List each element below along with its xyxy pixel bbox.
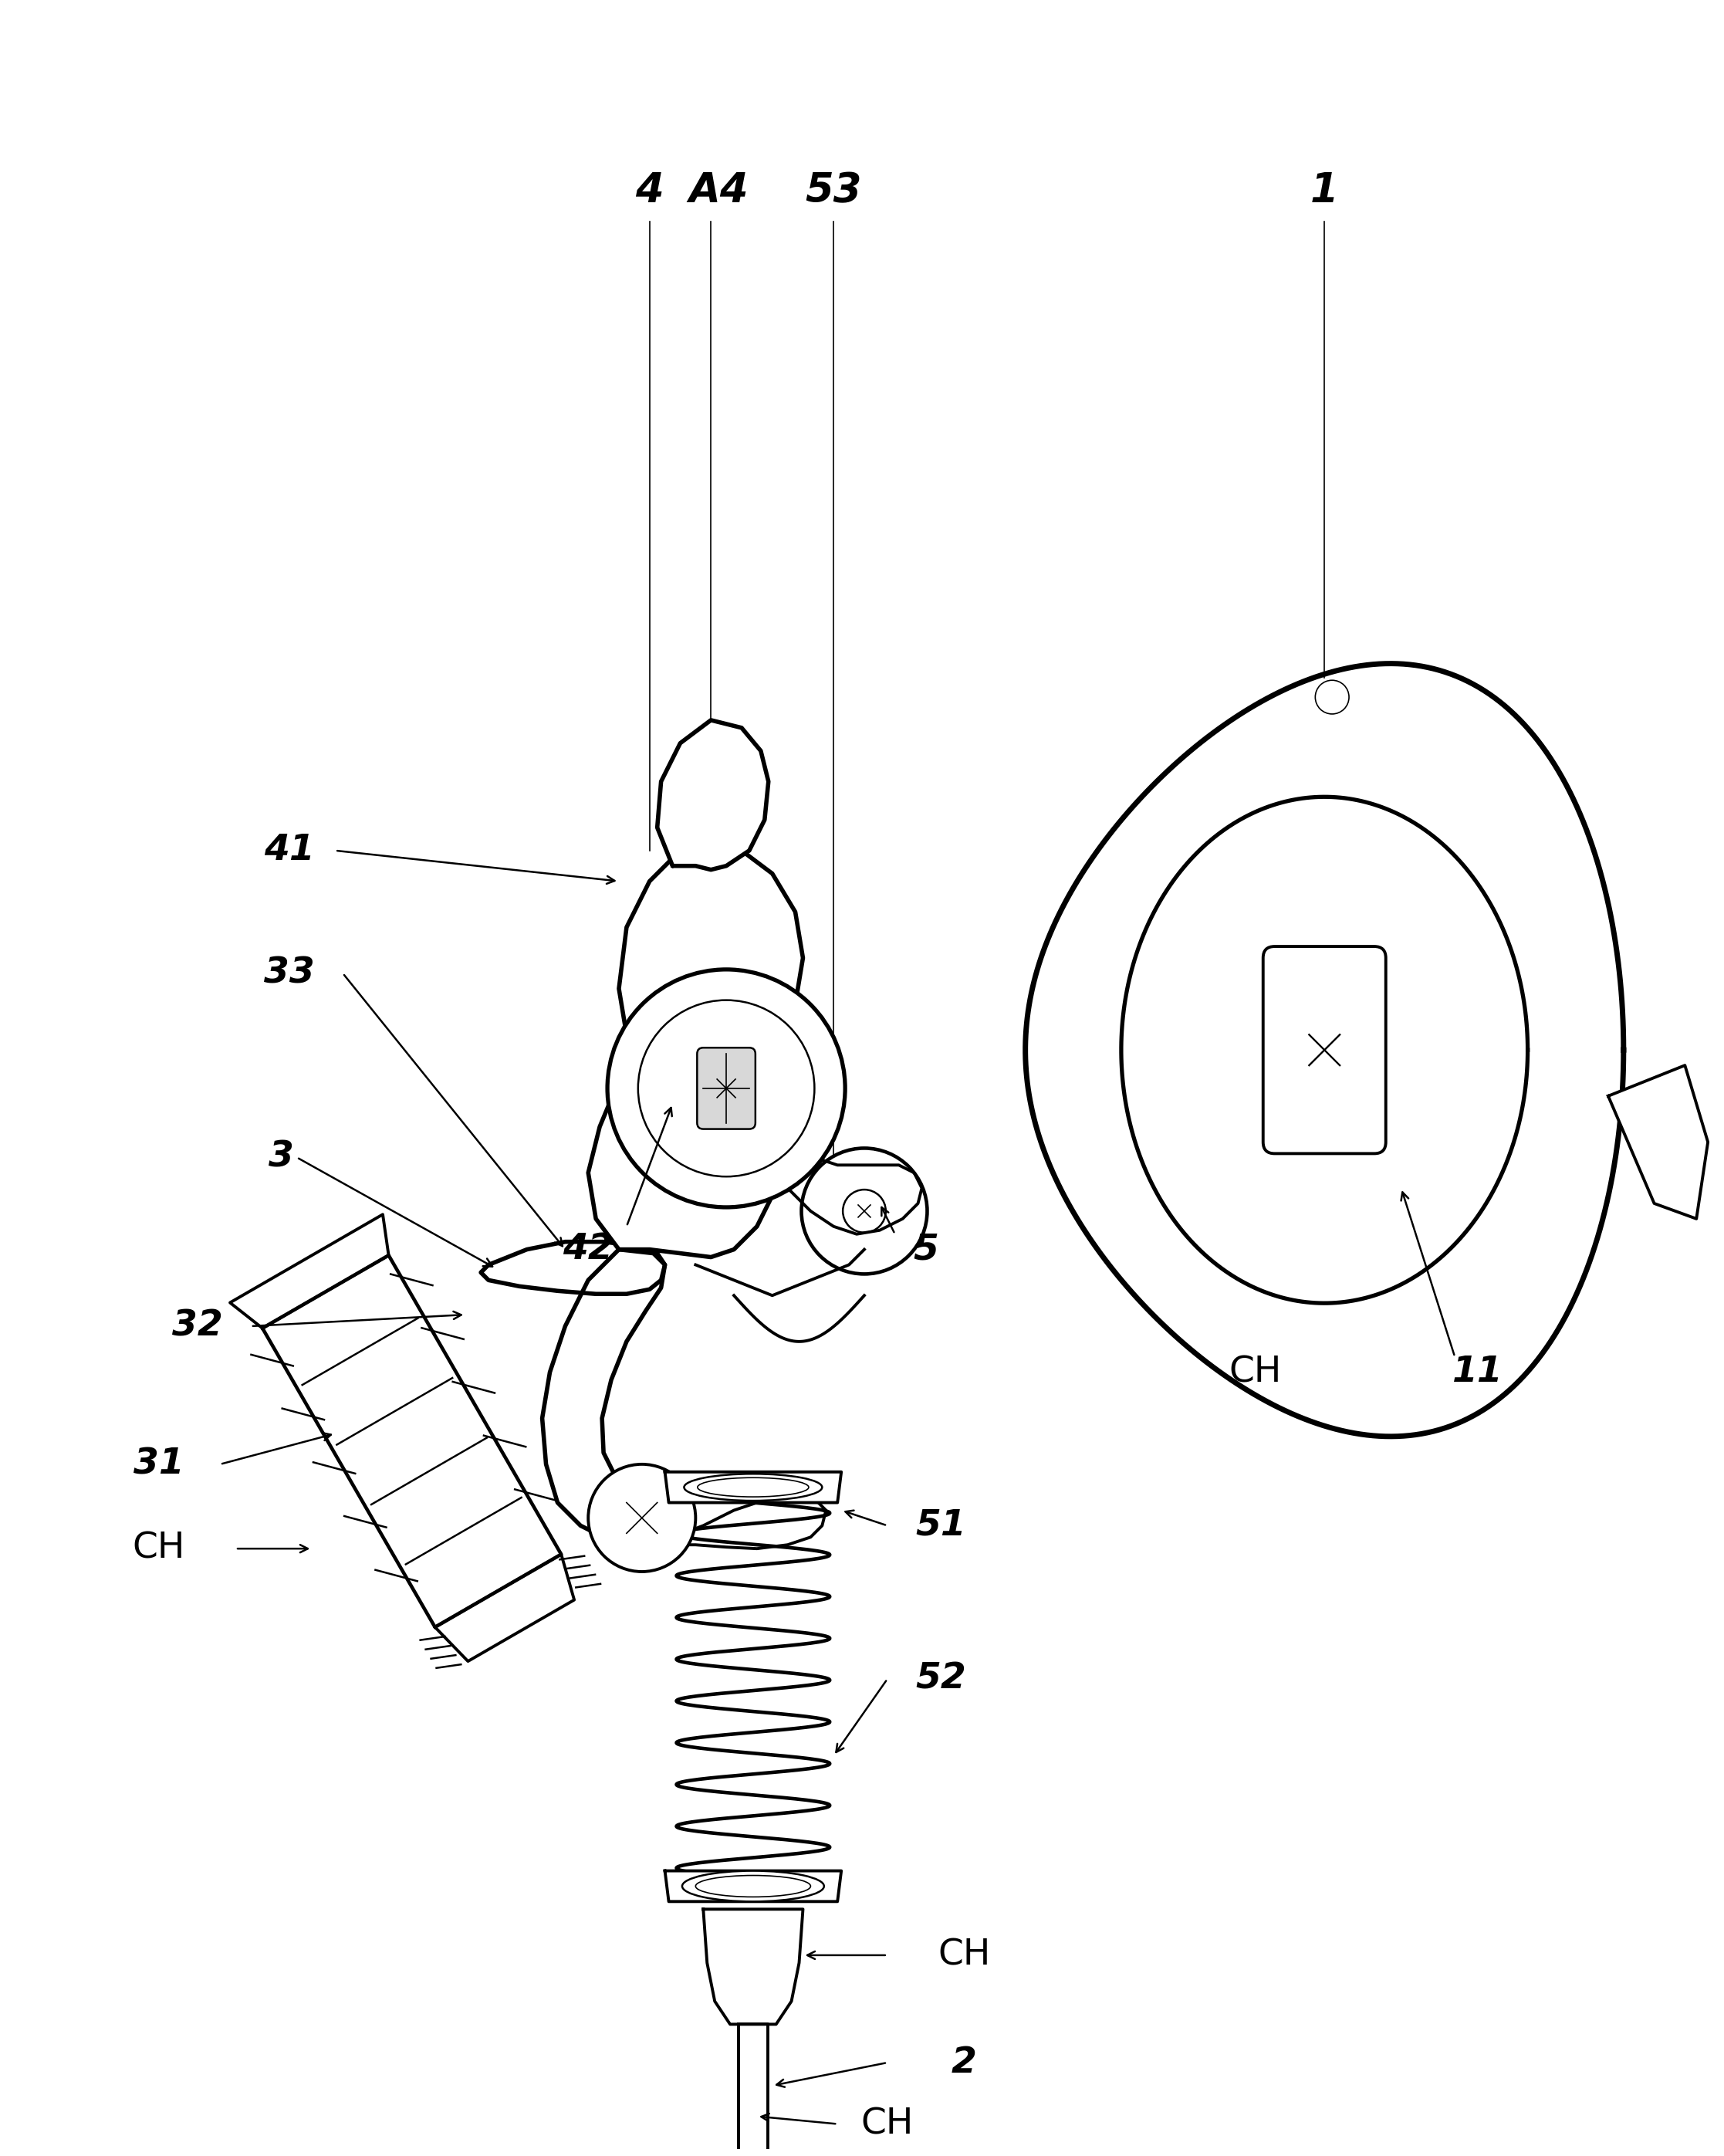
Circle shape (588, 1464, 695, 1572)
Polygon shape (229, 1214, 388, 1328)
Text: 3: 3 (269, 1141, 295, 1175)
Text: CH: CH (860, 2106, 914, 2141)
Text: A4: A4 (688, 170, 748, 211)
Polygon shape (588, 843, 803, 1257)
Polygon shape (612, 1498, 826, 1548)
Text: 2: 2 (952, 2046, 978, 2081)
Text: 4: 4 (636, 170, 664, 211)
Polygon shape (665, 1473, 841, 1503)
Circle shape (607, 970, 845, 1207)
Polygon shape (738, 2024, 767, 2156)
Polygon shape (434, 1554, 574, 1662)
Text: 52: 52 (915, 1662, 967, 1697)
Polygon shape (262, 1255, 562, 1628)
Text: 32: 32 (172, 1309, 222, 1343)
Text: CH: CH (1229, 1354, 1283, 1391)
Circle shape (802, 1149, 928, 1274)
Polygon shape (481, 1242, 665, 1294)
Polygon shape (541, 1250, 676, 1546)
Text: 53: 53 (805, 170, 862, 211)
Polygon shape (1121, 798, 1527, 1302)
Polygon shape (665, 1871, 841, 1902)
Polygon shape (772, 1141, 922, 1233)
Ellipse shape (683, 1871, 824, 1902)
Polygon shape (1608, 1065, 1708, 1218)
Ellipse shape (684, 1475, 822, 1501)
FancyBboxPatch shape (696, 1048, 755, 1130)
Text: CH: CH (938, 1938, 990, 1973)
Text: 33: 33 (264, 955, 314, 990)
Text: 51: 51 (915, 1509, 967, 1544)
FancyBboxPatch shape (1264, 946, 1386, 1153)
Text: 41: 41 (264, 832, 314, 869)
Circle shape (1315, 681, 1348, 714)
Polygon shape (1026, 664, 1624, 1436)
Text: 31: 31 (133, 1447, 184, 1481)
Polygon shape (703, 1910, 803, 2024)
Polygon shape (657, 720, 769, 869)
Text: 42: 42 (562, 1231, 614, 1268)
Text: 5: 5 (914, 1231, 938, 1268)
Text: 11: 11 (1452, 1354, 1503, 1391)
Text: CH: CH (133, 1531, 184, 1565)
Text: 1: 1 (1310, 170, 1338, 211)
